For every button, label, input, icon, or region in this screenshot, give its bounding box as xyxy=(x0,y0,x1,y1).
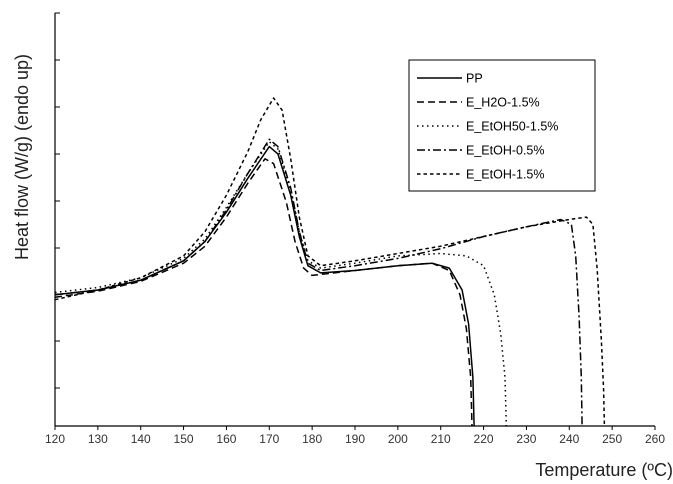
legend-entry: E_EtOH50-1.5% xyxy=(466,120,558,134)
x-tick-label: 240 xyxy=(559,432,579,446)
x-tick-label: 150 xyxy=(174,432,194,446)
x-axis-title: Temperature (ºC) xyxy=(535,460,673,480)
legend-box xyxy=(408,59,596,192)
series-line-4 xyxy=(54,138,583,427)
x-tick-label: 180 xyxy=(302,432,322,446)
x-tick-label: 140 xyxy=(131,432,151,446)
legend-entry: E_H2O-1.5% xyxy=(466,96,540,110)
legend-entry: PP xyxy=(466,72,483,86)
x-tick-label: 220 xyxy=(474,432,494,446)
x-tick-label: 210 xyxy=(431,432,451,446)
x-tick-label: 130 xyxy=(88,432,108,446)
x-tick-label: 170 xyxy=(259,432,279,446)
x-tick-label: 260 xyxy=(645,432,665,446)
x-tick-label: 200 xyxy=(388,432,408,446)
legend-entry: E_EtOH-0.5% xyxy=(466,144,545,158)
x-tick-label: 230 xyxy=(516,432,536,446)
x-ticks: 120 130 140 150 160 170 180 190 200 210 220 230 240 2… xyxy=(45,426,665,446)
x-tick-label: 120 xyxy=(45,432,65,446)
y-axis-title: Heat flow (W/g) (endo up) xyxy=(12,54,32,260)
x-tick-label: 250 xyxy=(602,432,622,446)
series-line-2 xyxy=(54,158,473,427)
series-line-3 xyxy=(54,141,508,427)
series-line-5 xyxy=(54,97,606,427)
series-line-1 xyxy=(54,145,475,427)
x-tick-label: 190 xyxy=(345,432,365,446)
series-lines xyxy=(54,97,606,427)
x-tick-label: 160 xyxy=(216,432,236,446)
legend: PP E_H2O-1.5% E_EtOH50-1.5% E_EtOH-0.5% E_Et… xyxy=(408,59,596,192)
legend-entry: E_EtOH-1.5% xyxy=(466,168,545,182)
